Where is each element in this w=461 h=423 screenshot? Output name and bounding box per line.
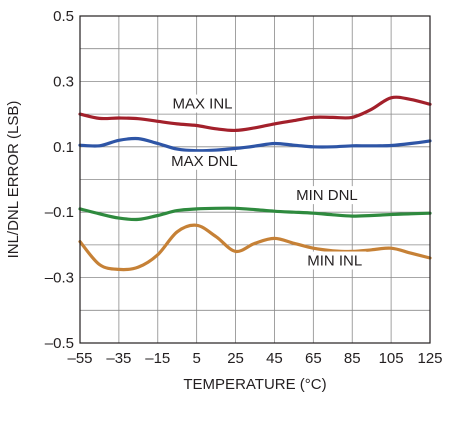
- series-min-inl-line: [78, 223, 432, 272]
- series-label-bg: [303, 251, 367, 270]
- x-tick-label: 85: [344, 350, 361, 367]
- x-tick-label: 105: [379, 350, 404, 367]
- y-tick-label: 0.1: [53, 139, 74, 156]
- series-label: MIN INL: [307, 253, 362, 270]
- series-label: MAX INL: [172, 96, 232, 113]
- grid: [79, 15, 431, 344]
- series-max-inl-line: [78, 95, 432, 133]
- x-tick-labels: –55 –35 –15 5 25 45 65 85 105 125: [67, 350, 442, 367]
- x-tick-label: –15: [145, 350, 170, 367]
- plot-frame: [79, 15, 431, 344]
- series-label: MAX DNL: [171, 153, 238, 170]
- series-label-bg: [172, 151, 237, 170]
- y-tick-label: 0.3: [53, 73, 74, 90]
- y-tick-label: –0.3: [45, 270, 74, 287]
- x-tick-label: –35: [106, 350, 131, 367]
- series-min-dnl-line: [78, 206, 432, 222]
- x-tick-label: –55: [67, 350, 92, 367]
- x-tick-label: 45: [266, 350, 283, 367]
- series-label-bg: [170, 94, 235, 113]
- y-tick-label: –0.5: [45, 335, 74, 352]
- series-label: MIN DNL: [296, 187, 358, 204]
- series-labels: MAX INL MAX DNL MIN DNL MIN INL: [170, 94, 367, 270]
- x-tick-label: 25: [227, 350, 244, 367]
- y-tick-label: –0.1: [45, 204, 74, 221]
- y-tick-label: 0.5: [53, 8, 74, 25]
- series-max-dnl-line: [78, 136, 432, 153]
- x-axis-title: TEMPERATURE (°C): [183, 376, 326, 393]
- x-tick-label: 5: [192, 350, 200, 367]
- y-axis-title: INL/DNL ERROR (LSB): [5, 101, 22, 259]
- series-lines: [78, 95, 432, 272]
- y-tick-labels: –0.5 –0.3 –0.1 0.1 0.3 0.5: [45, 8, 74, 352]
- x-tick-label: 125: [417, 350, 442, 367]
- x-tick-label: 65: [305, 350, 322, 367]
- series-label-bg: [295, 186, 359, 205]
